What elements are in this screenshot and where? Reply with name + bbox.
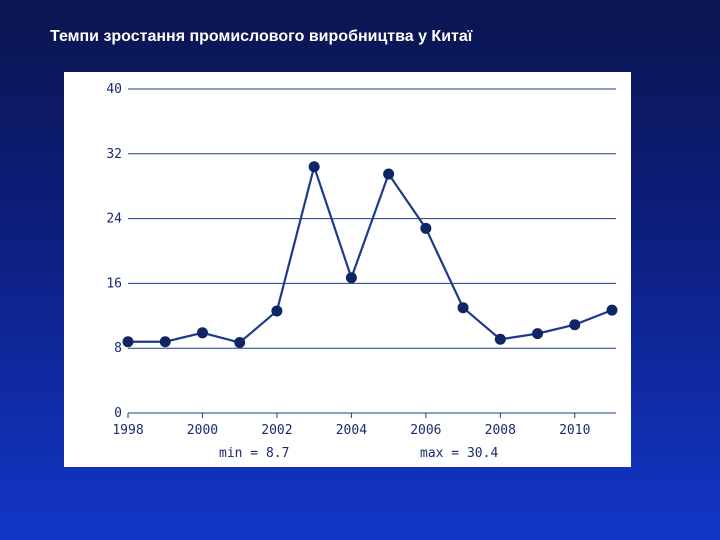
data-point-2001 (234, 337, 246, 349)
data-point-1998 (122, 336, 134, 348)
grid-layer (128, 88, 616, 414)
x-tick-label: 2008 (485, 423, 516, 438)
data-point-2004 (345, 272, 357, 284)
series-line (128, 162, 613, 344)
max-annotation: max = 30.4 (420, 446, 498, 461)
y-tick-label: 0 (114, 406, 122, 421)
x-tick-label: 2004 (336, 423, 367, 438)
y-tick-label: 16 (106, 276, 122, 291)
x-tick-label: 2000 (187, 423, 218, 438)
y-tick-label: 32 (106, 147, 122, 162)
y-tick-label: 24 (106, 212, 122, 227)
data-point-1999 (159, 336, 171, 348)
x-tick-label: 2006 (410, 423, 441, 438)
data-point-2000 (196, 327, 208, 339)
marker-layer (122, 161, 618, 349)
min-annotation: min = 8.7 (219, 446, 289, 461)
chart-panel: 0 8 16 24 32 40 1998 2000 2002 2004 2006 2008 2010 m… (64, 72, 631, 467)
axis-layer: 0 8 16 24 32 40 1998 2000 2002 2004 2006 2008 2010 (106, 82, 590, 438)
x-tick-label: 1998 (112, 423, 143, 438)
data-point-2006 (420, 222, 432, 234)
x-tick-label: 2002 (261, 423, 292, 438)
data-point-2005 (383, 168, 395, 180)
y-tick-label: 8 (114, 341, 122, 356)
data-point-2007 (457, 302, 469, 314)
data-point-2011 (606, 304, 618, 316)
y-tick-label: 40 (106, 82, 122, 97)
data-point-2010 (569, 319, 581, 331)
data-point-2003 (308, 161, 320, 173)
slide-title: Темпи зростання промислового виробництва… (50, 28, 473, 45)
data-point-2008 (494, 333, 506, 345)
data-point-2002 (271, 305, 283, 317)
x-tick-label: 2010 (559, 423, 590, 438)
data-point-2009 (532, 328, 544, 340)
line-chart: 0 8 16 24 32 40 1998 2000 2002 2004 2006 2008 2010 m… (106, 82, 618, 461)
